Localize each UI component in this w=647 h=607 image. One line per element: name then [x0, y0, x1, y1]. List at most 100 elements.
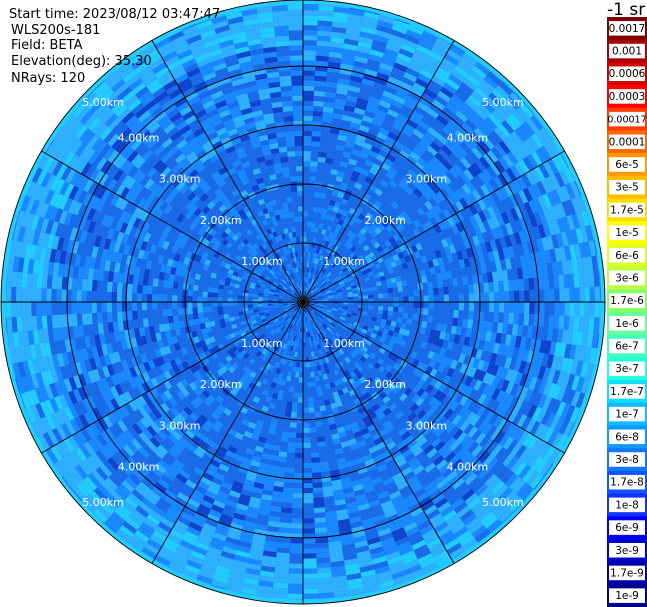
field-cell [202, 122, 214, 132]
field-cell [513, 313, 520, 325]
field-cell [179, 409, 190, 420]
field-cell [585, 362, 594, 379]
field-cell [321, 116, 333, 123]
field-cell [137, 526, 153, 539]
field-cell [232, 559, 248, 568]
field-cell [119, 186, 130, 199]
field-cell [313, 318, 317, 324]
field-cell [316, 552, 330, 559]
field-cell [40, 371, 50, 386]
field-cell [189, 412, 199, 422]
field-cell [202, 99, 215, 110]
field-cell [169, 359, 178, 369]
field-cell [330, 169, 339, 176]
field-cell [556, 202, 567, 218]
field-cell [293, 341, 297, 347]
field-cell [204, 259, 211, 266]
field-cell [393, 95, 406, 105]
field-cell [234, 315, 240, 321]
field-cell [171, 92, 185, 104]
field-cell [356, 231, 364, 239]
field-cell [499, 186, 510, 200]
field-cell [78, 176, 90, 190]
field-cell [187, 307, 193, 315]
field-cell [294, 310, 298, 315]
field-cell [210, 90, 224, 100]
field-cell [62, 264, 70, 278]
field-cell [542, 208, 552, 223]
field-cell [158, 271, 166, 280]
field-cell [374, 565, 391, 575]
field-cell [434, 440, 446, 452]
center-tick [296, 291, 304, 303]
field-cell [132, 423, 143, 435]
field-cell [437, 392, 447, 403]
field-cell [427, 281, 434, 289]
field-cell [468, 302, 475, 311]
field-cell [271, 495, 283, 503]
field-cell [360, 168, 370, 177]
field-cell [416, 409, 427, 420]
colorbar-label-box [609, 316, 645, 331]
field-cell [30, 199, 40, 215]
field-cell [315, 50, 330, 57]
field-cell [387, 38, 403, 49]
field-cell [119, 432, 131, 445]
field-cell [202, 472, 214, 482]
field-cell [306, 316, 310, 322]
field-cell [502, 436, 515, 450]
field-cell [565, 358, 574, 374]
field-cell [446, 387, 456, 398]
field-cell [445, 422, 456, 434]
field-cell [420, 413, 431, 423]
field-cell [446, 253, 454, 263]
field-cell [245, 567, 261, 576]
field-cell [412, 313, 419, 321]
field-cell [335, 345, 341, 351]
field-cell [435, 323, 443, 332]
field-cell [167, 433, 179, 445]
field-cell [166, 466, 179, 478]
field-cell [298, 292, 302, 298]
field-cell [509, 497, 524, 512]
field-cell [40, 218, 50, 233]
field-cell [526, 154, 539, 169]
field-cell [575, 211, 585, 228]
field-cell [36, 302, 42, 316]
field-cell [336, 170, 345, 178]
field-cell [413, 188, 423, 198]
field-cell [169, 528, 185, 540]
field-cell [309, 315, 313, 321]
field-cell [588, 240, 597, 257]
field-cell [129, 265, 136, 276]
field-cell [32, 230, 41, 246]
field-cell [450, 94, 465, 107]
field-cell [317, 577, 333, 584]
field-cell [471, 525, 487, 539]
field-cell [368, 96, 381, 105]
field-cell [123, 212, 133, 225]
field-cell [250, 269, 257, 275]
field-cell [154, 462, 167, 475]
field-cell [379, 179, 389, 188]
field-cell [211, 171, 221, 180]
field-cell [262, 555, 277, 563]
field-cell [267, 428, 276, 435]
field-cell [319, 405, 326, 412]
field-cell [368, 541, 383, 550]
field-cell [226, 584, 243, 593]
field-cell [61, 352, 70, 366]
field-cell [437, 256, 444, 266]
field-cell [235, 550, 250, 558]
field-cell [352, 483, 364, 492]
field-cell [311, 279, 315, 285]
field-cell [155, 375, 164, 385]
field-cell [272, 377, 279, 384]
field-cell [68, 185, 79, 200]
field-cell [291, 407, 298, 413]
field-cell [315, 55, 329, 62]
field-cell [87, 220, 97, 234]
field-cell [97, 323, 105, 335]
field-cell [502, 490, 517, 505]
field-cell [107, 150, 120, 163]
